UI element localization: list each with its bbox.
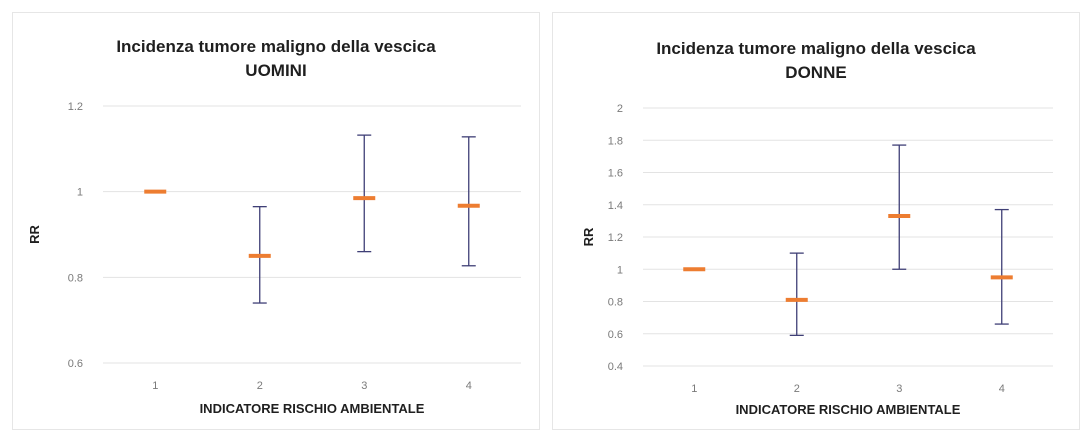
chart-panel-uomini: Incidenza tumore maligno della vescica U…	[12, 12, 540, 430]
x-tick-label: 3	[361, 380, 367, 392]
x-tick-label: 2	[257, 380, 263, 392]
chart-title-line1: Incidenza tumore maligno della vescica	[656, 39, 976, 58]
x-axis-title: INDICATORE RISCHIO AMBIENTALE	[200, 401, 425, 416]
x-tick-label: 1	[691, 383, 697, 395]
y-tick-label: 2	[617, 103, 623, 115]
chart-plot-uomini: 0.6 0.8 1 1.2 1 2 3 4 INDICATORE RISCHIO AMBIENT…	[27, 101, 521, 416]
chart-panel-donne: Incidenza tumore maligno della vescica D…	[552, 12, 1080, 430]
x-tick-label: 3	[896, 383, 902, 395]
y-tick-label: 0.6	[608, 329, 623, 341]
chart-subtitle: DONNE	[785, 63, 847, 82]
y-tick-label: 1	[617, 264, 623, 276]
x-tick-label: 2	[794, 383, 800, 395]
y-axis-title: RR	[27, 225, 42, 244]
y-tick-label: 0.8	[608, 297, 623, 309]
x-tick-label: 4	[466, 380, 472, 392]
chart-title-line1: Incidenza tumore maligno della vescica	[116, 37, 436, 56]
y-tick-label: 1.2	[68, 101, 83, 113]
x-tick-label: 4	[999, 383, 1005, 395]
y-tick-label: 0.6	[68, 358, 83, 370]
y-tick-label: 0.4	[608, 361, 623, 373]
chart-subtitle: UOMINI	[245, 61, 307, 80]
y-tick-label: 0.8	[68, 272, 83, 284]
y-tick-label: 1.8	[608, 135, 623, 147]
y-tick-label: 1.6	[608, 168, 623, 180]
chart-title: Incidenza tumore maligno della vescica U…	[13, 35, 539, 83]
x-axis-title: INDICATORE RISCHIO AMBIENTALE	[736, 402, 961, 417]
chart-title: Incidenza tumore maligno della vescica D…	[553, 37, 1079, 85]
y-axis-title: RR	[581, 227, 596, 246]
chart-plot-donne: 0.4 0.6 0.8 1 1.2 1.4 1.6 1.8 2 1 2 3 4 INDICATORE RI…	[581, 103, 1053, 417]
y-tick-label: 1.4	[608, 200, 623, 212]
y-tick-label: 1	[77, 187, 83, 199]
x-tick-label: 1	[152, 380, 158, 392]
y-tick-label: 1.2	[608, 232, 623, 244]
